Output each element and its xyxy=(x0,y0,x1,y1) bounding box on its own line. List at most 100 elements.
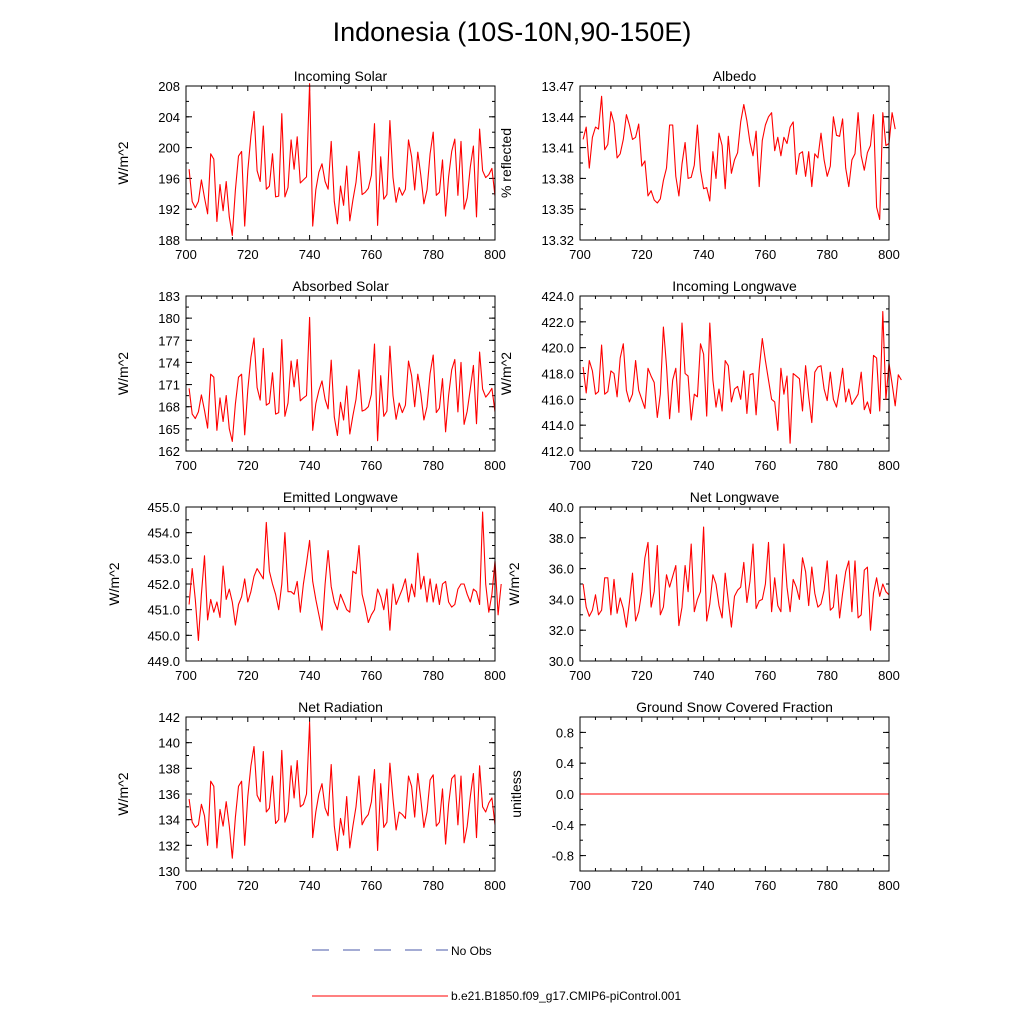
x-tick-label: 700 xyxy=(569,247,591,262)
y-axis-label: unitless xyxy=(508,770,524,817)
x-tick-label: 760 xyxy=(755,878,777,893)
panel-title: Net Radiation xyxy=(298,699,383,715)
y-axis-label: W/m^2 xyxy=(115,352,131,395)
x-tick-label: 760 xyxy=(361,458,383,473)
y-tick-label: 13.47 xyxy=(541,79,574,94)
y-tick-label: 13.35 xyxy=(541,202,574,217)
y-tick-label: 412.0 xyxy=(541,444,574,459)
x-tick-label: 740 xyxy=(299,247,321,262)
x-tick-label: 720 xyxy=(237,668,259,683)
y-axis-label: W/m^2 xyxy=(115,772,131,815)
panel-title: Emitted Longwave xyxy=(283,489,398,505)
y-tick-label: 168 xyxy=(158,400,180,415)
y-tick-label: -0.8 xyxy=(552,849,574,864)
x-tick-label: 780 xyxy=(422,878,444,893)
x-tick-label: 740 xyxy=(693,878,715,893)
y-tick-label: 30.0 xyxy=(549,654,574,669)
panel-title: Incoming Longwave xyxy=(672,278,797,294)
x-tick-label: 720 xyxy=(631,458,653,473)
y-tick-label: 0.4 xyxy=(556,756,574,771)
y-tick-label: 134 xyxy=(158,813,180,828)
y-axis-label: % reflected xyxy=(498,128,514,198)
x-tick-label: 780 xyxy=(816,247,838,262)
x-tick-label: 740 xyxy=(299,458,321,473)
x-tick-label: 800 xyxy=(878,247,900,262)
y-tick-label: 450.0 xyxy=(147,628,180,643)
x-tick-label: 720 xyxy=(237,458,259,473)
x-tick-label: 720 xyxy=(631,247,653,262)
legend-model-label: b.e21.B1850.f09_g17.CMIP6-piControl.001 xyxy=(451,989,681,1003)
x-tick-label: 800 xyxy=(878,878,900,893)
x-tick-label: 700 xyxy=(175,878,197,893)
x-tick-label: 780 xyxy=(422,668,444,683)
x-tick-label: 700 xyxy=(569,878,591,893)
y-tick-label: 180 xyxy=(158,311,180,326)
y-axis-label: W/m^2 xyxy=(106,562,122,605)
y-tick-label: 422.0 xyxy=(541,315,574,330)
y-tick-label: 13.32 xyxy=(541,233,574,248)
x-tick-label: 800 xyxy=(484,878,506,893)
plot-frame xyxy=(579,85,890,241)
x-tick-label: 780 xyxy=(422,247,444,262)
x-tick-label: 720 xyxy=(237,247,259,262)
panels-group: Incoming Solar W/m^2 700 720 740 760 780 800 188… xyxy=(106,68,902,893)
series-line xyxy=(582,526,890,631)
y-axis-label: W/m^2 xyxy=(115,141,131,184)
y-axis-label: W/m^2 xyxy=(498,352,514,395)
x-tick-label: 780 xyxy=(816,878,838,893)
x-tick-label: 740 xyxy=(693,247,715,262)
y-tick-label: 140 xyxy=(158,736,180,751)
panel-title: Albedo xyxy=(713,68,757,84)
series-line xyxy=(582,95,896,221)
y-tick-label: 136 xyxy=(158,787,180,802)
y-tick-label: 132 xyxy=(158,838,180,853)
x-tick-label: 760 xyxy=(361,247,383,262)
x-tick-label: 760 xyxy=(361,668,383,683)
y-tick-label: 0.0 xyxy=(556,787,574,802)
x-tick-label: 700 xyxy=(175,458,197,473)
panel-ground-snow-covered-fraction: Ground Snow Covered Fraction unitless 700 7… xyxy=(508,699,900,893)
y-tick-label: 38.0 xyxy=(549,531,574,546)
y-tick-label: 196 xyxy=(158,171,180,186)
series-line xyxy=(188,83,496,236)
series-line xyxy=(582,310,902,444)
y-tick-label: 454.0 xyxy=(147,526,180,541)
plot-frame xyxy=(579,295,890,452)
legend: No Obs b.e21.B1850.f09_g17.CMIP6-piContr… xyxy=(312,944,681,1003)
y-tick-label: 204 xyxy=(158,110,180,125)
panel-title: Absorbed Solar xyxy=(292,278,389,294)
panel-emitted-longwave: Emitted Longwave W/m^2 700 720 740 760 780 800 4… xyxy=(106,489,506,683)
y-tick-label: 130 xyxy=(158,864,180,879)
y-tick-label: 452.0 xyxy=(147,577,180,592)
y-tick-label: 36.0 xyxy=(549,562,574,577)
x-tick-label: 720 xyxy=(237,878,259,893)
y-tick-label: 13.38 xyxy=(541,171,574,186)
x-tick-label: 700 xyxy=(175,668,197,683)
y-tick-label: 424.0 xyxy=(541,289,574,304)
y-tick-label: 13.41 xyxy=(541,141,574,156)
x-tick-label: 800 xyxy=(484,458,506,473)
y-tick-label: 142 xyxy=(158,710,180,725)
plot-frame xyxy=(185,506,496,662)
plot-frame xyxy=(579,506,890,662)
y-tick-label: 416.0 xyxy=(541,392,574,407)
panel-incoming-solar: Incoming Solar W/m^2 700 720 740 760 780 800 188… xyxy=(115,68,506,262)
x-tick-label: 760 xyxy=(361,878,383,893)
x-tick-label: 800 xyxy=(878,458,900,473)
x-tick-label: 760 xyxy=(755,668,777,683)
panel-albedo: Albedo % reflected 700 720 740 760 780 800 13.32… xyxy=(498,68,900,262)
legend-obs-label: No Obs xyxy=(451,944,492,958)
y-tick-label: 34.0 xyxy=(549,592,574,607)
y-tick-label: 451.0 xyxy=(147,603,180,618)
y-tick-label: 0.8 xyxy=(556,725,574,740)
y-tick-label: 162 xyxy=(158,444,180,459)
x-tick-label: 780 xyxy=(816,458,838,473)
y-axis-label: W/m^2 xyxy=(506,562,522,605)
x-tick-label: 700 xyxy=(569,458,591,473)
x-tick-label: 740 xyxy=(693,668,715,683)
y-tick-label: 208 xyxy=(158,79,180,94)
x-tick-label: 760 xyxy=(755,458,777,473)
y-tick-label: 188 xyxy=(158,233,180,248)
series-line xyxy=(188,721,496,859)
